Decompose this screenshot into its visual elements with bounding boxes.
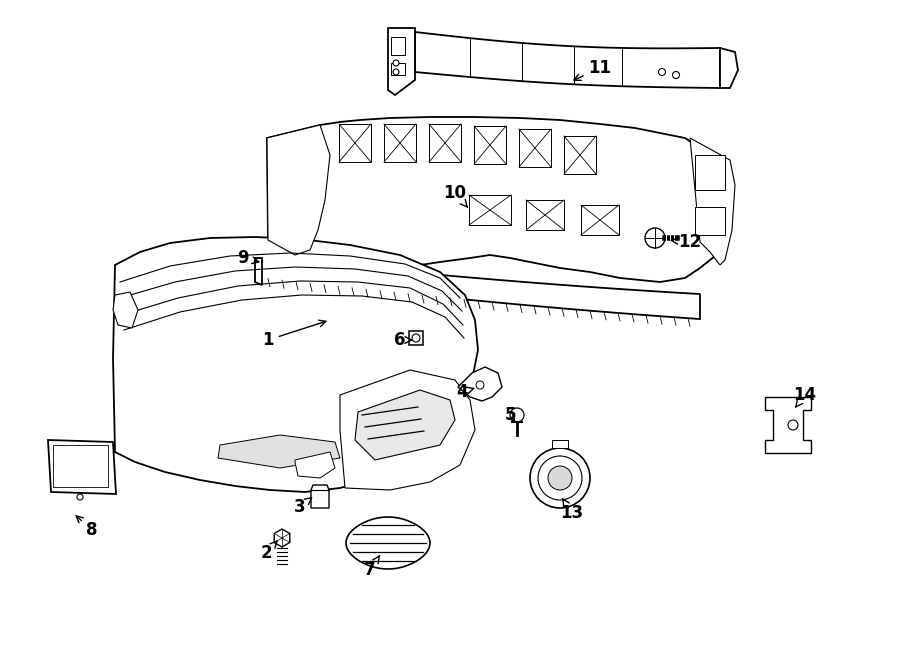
Bar — [581, 205, 619, 235]
Polygon shape — [388, 28, 415, 95]
Circle shape — [645, 228, 665, 248]
Circle shape — [393, 60, 399, 66]
Polygon shape — [274, 529, 290, 547]
Text: 12: 12 — [671, 233, 702, 251]
Bar — [469, 195, 511, 225]
Bar — [695, 207, 725, 235]
Polygon shape — [552, 440, 568, 448]
Polygon shape — [415, 32, 720, 88]
Text: 1: 1 — [262, 320, 326, 349]
Polygon shape — [113, 292, 138, 328]
Text: 6: 6 — [394, 331, 412, 349]
Text: 7: 7 — [364, 556, 380, 579]
Polygon shape — [295, 452, 335, 478]
Bar — [526, 200, 564, 230]
Polygon shape — [720, 48, 738, 88]
Polygon shape — [267, 125, 330, 255]
Polygon shape — [218, 435, 340, 468]
Bar — [384, 124, 416, 162]
Bar — [695, 155, 725, 190]
Bar — [429, 124, 461, 162]
Circle shape — [412, 334, 420, 342]
Text: 10: 10 — [444, 184, 467, 207]
Circle shape — [788, 420, 798, 430]
Text: 3: 3 — [294, 498, 311, 516]
Polygon shape — [48, 440, 116, 494]
Polygon shape — [255, 258, 262, 285]
Circle shape — [548, 466, 572, 490]
Bar — [519, 129, 551, 167]
Text: 13: 13 — [561, 499, 583, 522]
Polygon shape — [458, 367, 502, 401]
Text: 9: 9 — [238, 249, 259, 267]
Bar — [391, 63, 405, 75]
Circle shape — [476, 381, 484, 389]
Polygon shape — [267, 117, 730, 282]
Bar — [474, 126, 506, 164]
Polygon shape — [346, 517, 430, 569]
Polygon shape — [340, 370, 475, 490]
Circle shape — [538, 456, 582, 500]
Polygon shape — [113, 237, 478, 492]
Bar — [391, 37, 405, 55]
Bar — [564, 136, 596, 174]
Bar — [409, 331, 423, 345]
Circle shape — [393, 69, 399, 75]
Text: 8: 8 — [76, 516, 98, 539]
Polygon shape — [355, 390, 455, 460]
Text: 14: 14 — [794, 386, 816, 407]
Bar — [339, 124, 371, 162]
Bar — [53, 445, 108, 487]
Polygon shape — [262, 258, 700, 319]
Circle shape — [77, 494, 83, 500]
Text: 2: 2 — [260, 541, 277, 562]
Polygon shape — [690, 138, 735, 265]
Polygon shape — [765, 397, 811, 453]
Text: 11: 11 — [574, 59, 611, 81]
Circle shape — [672, 71, 680, 79]
Text: 4: 4 — [456, 383, 473, 401]
Polygon shape — [311, 485, 329, 508]
Text: 5: 5 — [504, 406, 516, 424]
Circle shape — [510, 408, 524, 422]
Circle shape — [530, 448, 590, 508]
Circle shape — [659, 69, 665, 75]
